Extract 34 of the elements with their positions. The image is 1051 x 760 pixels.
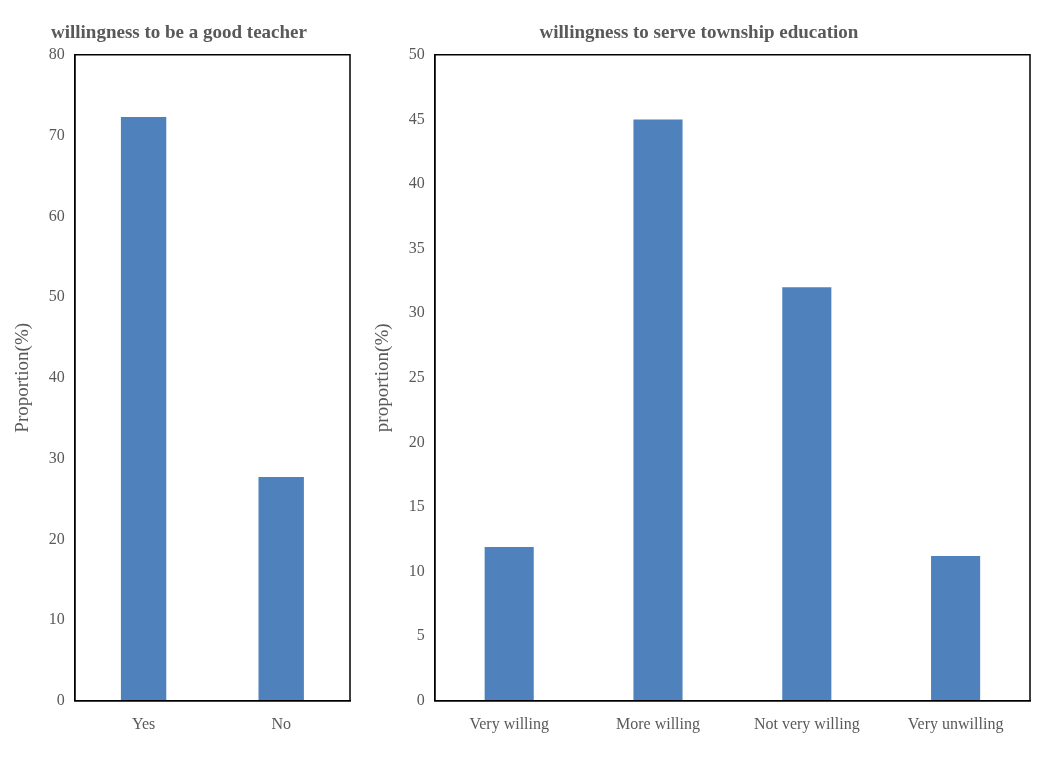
y-tick-label: 25 xyxy=(408,368,425,385)
bar xyxy=(633,119,683,701)
y-tick-label: 10 xyxy=(48,610,65,628)
y-tick-label: 60 xyxy=(48,206,65,224)
y-tick-label: 30 xyxy=(48,448,65,466)
chart-title: willingness to serve township education xyxy=(539,21,859,43)
y-axis-title: Proportion(%) xyxy=(11,322,34,433)
y-tick-label: 50 xyxy=(408,45,425,62)
x-tick-label: More willing xyxy=(616,714,700,733)
y-tick-label: 35 xyxy=(408,238,425,256)
bar xyxy=(931,556,981,701)
y-tick-label: 30 xyxy=(408,303,425,321)
bar xyxy=(782,287,832,701)
y-tick-label: 80 xyxy=(48,45,65,62)
y-axis-title: proportion(%) xyxy=(371,323,394,433)
x-tick-label: Very unwilling xyxy=(907,714,1004,733)
x-tick-label: Yes xyxy=(131,714,156,732)
x-tick-label: Not very willing xyxy=(753,714,860,733)
y-tick-label: 0 xyxy=(56,691,65,708)
y-tick-label: 40 xyxy=(408,174,425,192)
y-tick-label: 70 xyxy=(48,125,65,143)
y-tick-label: 40 xyxy=(48,368,65,385)
y-tick-label: 20 xyxy=(48,529,65,547)
x-tick-label: Very willing xyxy=(469,714,549,733)
chart-title: willingness to be a good teacher xyxy=(51,21,308,43)
x-tick-label: No xyxy=(271,714,291,732)
y-tick-label: 15 xyxy=(408,497,425,515)
y-tick-label: 0 xyxy=(416,691,425,708)
y-tick-label: 10 xyxy=(408,561,425,579)
y-tick-label: 50 xyxy=(48,287,65,305)
bar xyxy=(484,547,534,701)
y-tick-label: 45 xyxy=(408,109,425,127)
y-tick-label: 5 xyxy=(416,626,425,644)
y-tick-label: 20 xyxy=(408,432,425,450)
